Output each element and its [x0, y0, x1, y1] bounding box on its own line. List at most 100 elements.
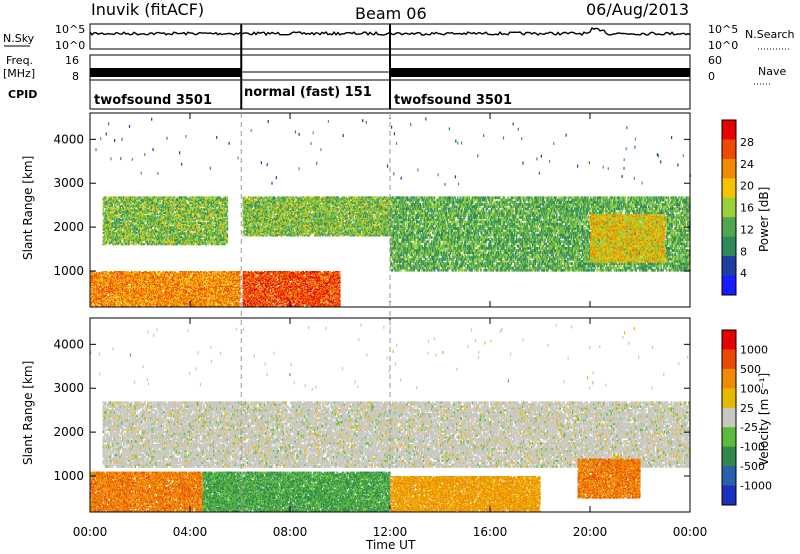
heatmap-cell [127, 299, 129, 302]
heatmap-cell [120, 284, 122, 286]
heatmap-cell [149, 302, 152, 304]
heatmap-cell [150, 293, 153, 296]
heatmap-cell [105, 278, 107, 280]
heatmap-cell [124, 305, 127, 307]
heatmap-cell [92, 289, 95, 292]
heatmap-cell [146, 292, 148, 295]
heatmap-cell [123, 284, 125, 286]
heatmap-cell [117, 291, 120, 294]
heatmap-cell [117, 302, 120, 304]
heatmap-cell [107, 286, 110, 289]
heatmap-cell [110, 296, 112, 299]
heatmap-cell [125, 303, 128, 305]
heatmap-cell [105, 288, 107, 291]
heatmap-cell [143, 284, 146, 286]
heatmap-cell [103, 280, 105, 282]
heatmap-cell [107, 302, 110, 304]
heatmap-cell [101, 292, 104, 295]
heatmap-cell [106, 277, 108, 279]
heatmap-cell [122, 275, 124, 277]
heatmap-cell [96, 284, 98, 286]
heatmap-cell [90, 280, 93, 282]
heatmap-cell [94, 284, 96, 286]
heatmap-cell [211, 271, 213, 273]
heatmap-cell [91, 277, 94, 279]
heatmap-cell [96, 288, 98, 291]
heatmap-cell [122, 294, 124, 297]
heatmap-cell [138, 304, 140, 306]
heatmap-cell [115, 277, 118, 279]
heatmap-cell [91, 290, 94, 293]
heatmap-cell [123, 283, 125, 285]
heatmap-cell [133, 287, 136, 290]
heatmap-cell [137, 298, 139, 301]
heatmap-cell [115, 302, 117, 304]
heatmap-cell [138, 302, 140, 304]
heatmap-cell [149, 289, 152, 292]
heatmap-cell [147, 282, 149, 284]
heatmap-cell [140, 273, 143, 275]
heatmap-cell [142, 287, 145, 290]
heatmap-cell [143, 272, 146, 274]
heatmap-cell [133, 279, 136, 281]
heatmap-cell [90, 296, 93, 299]
heatmap-cell [108, 275, 111, 277]
heatmap-cell [109, 277, 112, 279]
heatmap-cell [151, 301, 154, 303]
heatmap-cell [98, 279, 100, 281]
heatmap-cell [127, 304, 129, 306]
heatmap-cell [115, 304, 117, 306]
heatmap-cell [147, 304, 149, 306]
heatmap-cell [149, 304, 152, 306]
heatmap-cell [146, 286, 148, 289]
heatmap-cell [130, 288, 132, 291]
heatmap-cell [133, 290, 136, 293]
heatmap-cell [105, 277, 107, 279]
heatmap-cell [107, 202, 110, 205]
heatmap-cell [147, 305, 149, 307]
heatmap-cell [125, 281, 128, 283]
heatmap-cell [126, 290, 129, 293]
heatmap-cell [150, 296, 153, 299]
heatmap-cell [111, 297, 113, 300]
heatmap-cell [96, 291, 98, 294]
heatmap-cell [148, 273, 151, 275]
heatmap-cell [147, 297, 149, 300]
heatmap-cell [142, 301, 145, 303]
heatmap-cell [198, 275, 201, 277]
heatmap-cell [106, 297, 108, 300]
heatmap-cell [147, 290, 149, 293]
heatmap-cell [123, 287, 125, 290]
heatmap-cell [101, 287, 104, 290]
heatmap-cell [110, 302, 112, 304]
heatmap-cell [136, 271, 138, 273]
heatmap-cell [127, 293, 129, 296]
heatmap-cell [149, 305, 152, 307]
heatmap-cell [158, 271, 161, 273]
heatmap-cell [146, 282, 148, 284]
heatmap-cell [126, 302, 129, 304]
heatmap-cell [149, 291, 152, 294]
heatmap-cell [107, 282, 109, 284]
heatmap-cell [119, 296, 121, 299]
heatmap-cell [127, 275, 129, 277]
heatmap-cell [93, 279, 96, 281]
heatmap-cell [148, 290, 150, 293]
heatmap-cell [124, 289, 127, 292]
heatmap-cell [136, 297, 138, 300]
heatmap-cell [101, 297, 104, 300]
heatmap-cell [104, 275, 106, 277]
heatmap-cell [108, 277, 111, 279]
heatmap-cell [131, 295, 133, 298]
heatmap-cell [120, 305, 122, 307]
heatmap-cell [127, 287, 129, 290]
heatmap-cell [125, 284, 128, 286]
heatmap-cell [132, 294, 134, 297]
heatmap-cell [118, 285, 121, 288]
heatmap-cell [239, 303, 241, 305]
heatmap-cell [121, 276, 123, 278]
heatmap-cell [102, 281, 104, 283]
heatmap-cell [105, 292, 107, 295]
heatmap-cell [119, 283, 121, 285]
heatmap-cell [127, 285, 129, 288]
